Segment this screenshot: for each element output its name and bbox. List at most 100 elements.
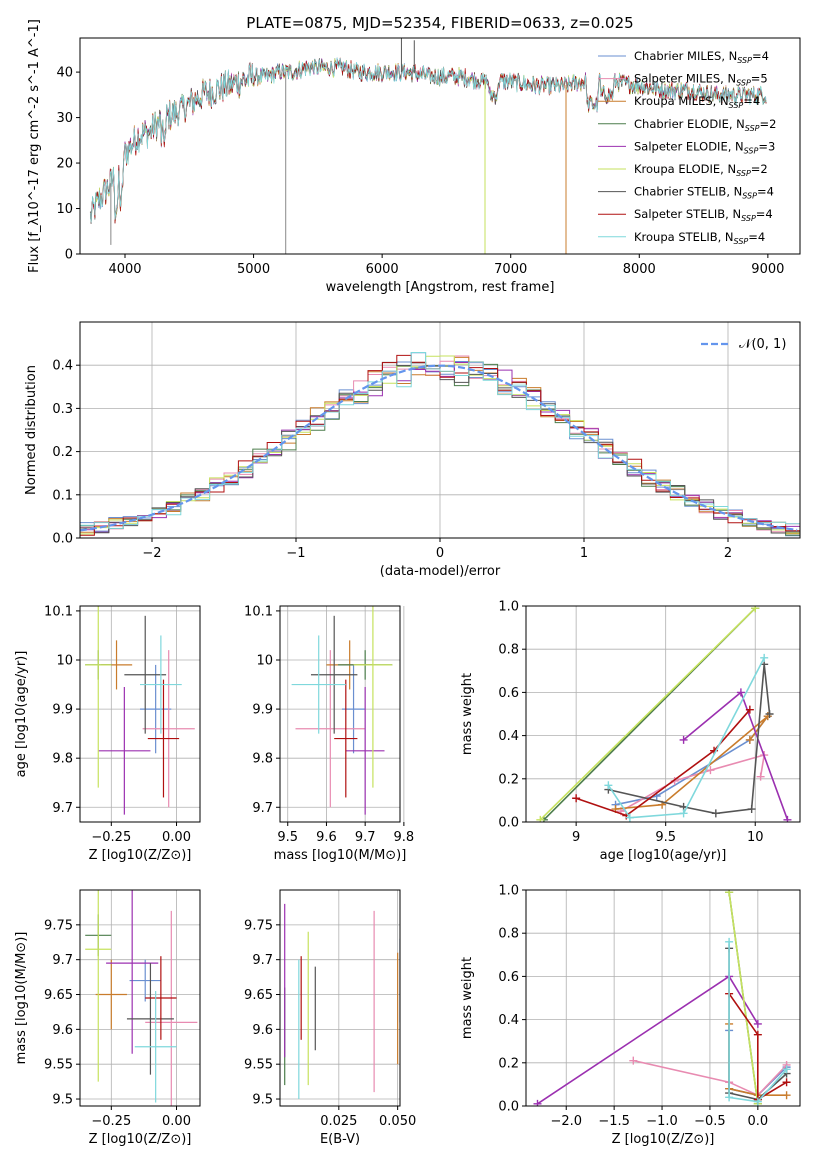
x-axis-label: mass [log10(M/M⊙)]	[274, 848, 407, 863]
legend-label: Kroupa STELIB, NSSP=4	[634, 230, 765, 246]
weight-marker-kroupa_stelib	[760, 653, 769, 662]
errorbar-kroupa_stelib	[140, 635, 182, 734]
y-tick-label: 0	[65, 248, 73, 263]
x-axis-label: Z [log10(Z/Z⊙)]	[89, 848, 192, 863]
weight-marker-salpeter_miles	[756, 772, 765, 781]
panel-weight_vs_age: 9 9.5 10 0.0 0.2 0.4 0.6 0.8 1.0 age [log10(age/y…	[460, 600, 801, 863]
y-axis-label: mass weight	[460, 957, 475, 1039]
y-tick-label: 9.7	[52, 801, 73, 816]
errorbar-chabrier_stelib	[310, 615, 358, 734]
x-tick-label: −2.0	[550, 1114, 582, 1129]
y-tick-label: 0.1	[52, 488, 73, 503]
y-tick-label: 0.0	[498, 816, 519, 831]
spectrum-legend: Chabrier MILES, NSSP=4 Salpeter MILES, NS…	[598, 49, 776, 246]
spectrum-line-kroupa_stelib	[89, 57, 767, 223]
y-tick-label: 0.0	[52, 532, 73, 547]
y-tick-label: 0.4	[498, 1013, 519, 1028]
y-tick-label: 9.6	[52, 1023, 73, 1038]
panel-weight_vs_Z: −2.0 −1.5 −1.0 −0.5 0.0 0.0 0.2 0.4 0.6 0.8 1.0 Z […	[460, 884, 801, 1147]
x-axis-label: Z [log10(Z/Z⊙)]	[89, 1132, 192, 1147]
errorbar-chabrier_miles	[129, 959, 161, 1002]
y-tick-label: 9.65	[44, 988, 73, 1003]
y-axis-label: age [log10(age/yr)]	[14, 651, 29, 778]
y-tick-label: 0.4	[52, 359, 73, 374]
weight-marker-kroupa_stelib	[604, 781, 613, 790]
y-tick-label: 9.8	[52, 752, 73, 767]
weight-marker-salpeter_stelib	[572, 794, 581, 803]
weight-marker-salpeter_miles	[706, 766, 715, 775]
axes-frame	[525, 605, 801, 823]
weight-marker-kroupa_stelib	[679, 809, 688, 818]
x-axis-label: age [log10(age/yr)]	[600, 848, 727, 863]
x-tick-label: −0.25	[91, 1114, 131, 1129]
weight-line-kroupa_miles	[615, 715, 769, 810]
weight-marker-kroupa_stelib	[725, 1093, 734, 1102]
plot-area	[85, 890, 198, 1106]
legend-label: Chabrier STELIB, NSSP=4	[634, 185, 774, 201]
x-tick-label: 10	[747, 830, 764, 845]
axes-frame	[79, 321, 801, 539]
x-axis-label: E(B-V)	[320, 1132, 360, 1147]
y-tick-label: 9.9	[52, 703, 73, 718]
x-tick-label: 7000	[494, 262, 527, 277]
axes-frame	[79, 605, 201, 823]
x-tick-label: −0.25	[91, 830, 131, 845]
weight-line-kroupa_elodie	[539, 607, 756, 821]
y-tick-label: 9.55	[44, 1058, 73, 1073]
weight-marker-chabrier_stelib	[711, 809, 720, 818]
weight-marker-salpeter_elodie	[736, 688, 745, 697]
plot-area	[291, 606, 393, 815]
weight-marker-salpeter_miles	[629, 1056, 638, 1065]
errorbar-salpeter_elodie	[106, 890, 159, 1054]
weight-line-kroupa_stelib	[728, 941, 788, 1103]
plot-area	[80, 352, 800, 537]
weight-marker-kroupa_elodie	[725, 890, 734, 897]
y-tick-label: 0.2	[498, 1056, 519, 1071]
x-tick-label: −1.5	[598, 1114, 630, 1129]
y-tick-label: 9.65	[244, 988, 273, 1003]
legend-label: Salpeter ELODIE, NSSP=3	[634, 139, 775, 155]
weight-marker-kroupa_elodie	[536, 815, 545, 822]
legend-label: Chabrier ELODIE, NSSP=2	[634, 117, 776, 133]
x-axis-label: wavelength [Angstrom, rest frame]	[326, 280, 555, 295]
x-tick-label: 4000	[108, 262, 141, 277]
weight-line-kroupa_elodie	[728, 892, 759, 1104]
panel-spectrum: 4000 5000 6000 7000 8000 9000 0 10 20 30 40 wavelen…	[27, 19, 801, 295]
y-tick-label: 0.6	[498, 970, 519, 985]
weight-marker-kroupa_miles	[745, 735, 754, 744]
weight-marker-chabrier_stelib	[747, 805, 756, 814]
panel-age_vs_Z: −0.25 0.00 9.7 9.8 9.9 10 10.1 Z [log10(Z/Z⊙)] a…	[14, 604, 201, 863]
y-tick-label: 0.2	[498, 772, 519, 787]
x-axis-label: Z [log10(Z/Z⊙)]	[612, 1132, 715, 1147]
x-tick-label: 0.00	[162, 1114, 191, 1129]
plot-area	[85, 606, 195, 815]
x-tick-label: −1.0	[646, 1114, 678, 1129]
x-tick-label: 0.025	[320, 1114, 357, 1129]
y-tick-label: 10.1	[244, 604, 273, 619]
weight-marker-kroupa_stelib	[625, 813, 634, 822]
y-tick-label: 1.0	[498, 884, 519, 899]
weight-marker-salpeter_stelib	[782, 1078, 791, 1087]
weight-marker-kroupa_stelib	[725, 937, 734, 946]
weight-marker-salpeter_stelib	[745, 705, 754, 714]
axes-frame	[79, 889, 201, 1107]
y-tick-label: 9.55	[244, 1058, 273, 1073]
axes-frame	[279, 605, 401, 823]
weight-marker-salpeter_elodie	[533, 1099, 542, 1106]
weight-marker-kroupa_miles	[782, 1091, 791, 1100]
errorbar-salpeter_elodie	[345, 687, 385, 815]
y-tick-label: 0.3	[52, 402, 73, 417]
weight-marker-salpeter_elodie	[783, 815, 792, 822]
x-tick-label: 0.050	[379, 1114, 416, 1129]
axes-frame	[525, 889, 801, 1107]
y-tick-label: 9.75	[244, 918, 273, 933]
y-tick-label: 10	[56, 202, 73, 217]
x-axis-label: (data-model)/error	[380, 564, 501, 579]
y-tick-label: 0.4	[498, 729, 519, 744]
x-tick-label: 0.00	[162, 830, 191, 845]
errorbar-kroupa_stelib	[134, 991, 177, 1103]
y-tick-label: 9.8	[252, 752, 273, 767]
errorbar-salpeter_elodie	[98, 687, 151, 815]
errorbar-kroupa_stelib	[291, 635, 346, 734]
errorbar-salpeter_miles	[295, 650, 366, 808]
